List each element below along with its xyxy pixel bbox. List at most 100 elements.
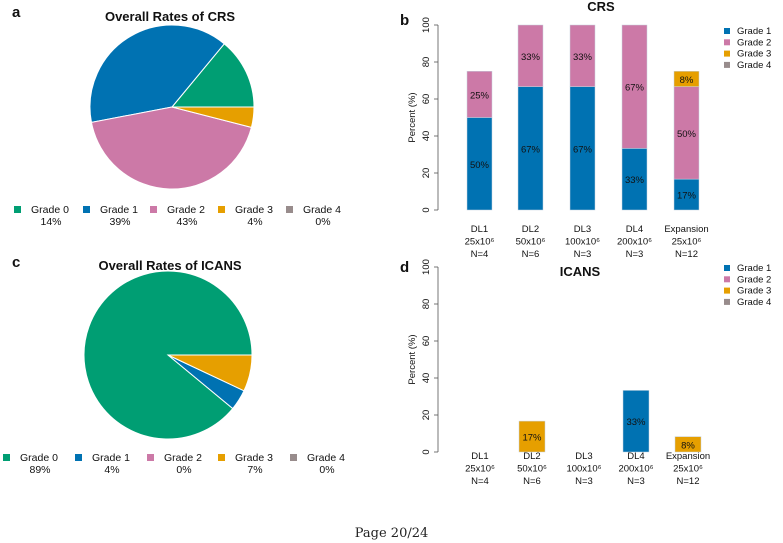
y-tick-label: 100: [421, 17, 432, 33]
x-tick-label: DL2: [523, 451, 540, 462]
legend-value: 4%: [104, 464, 119, 476]
bar-segment-grade-2: [673, 86, 700, 180]
y-tick-label: 0: [421, 207, 432, 212]
x-tick-label: 200x10⁶: [617, 237, 652, 248]
legend-value: 89%: [29, 464, 50, 476]
y-tick-label: 80: [421, 299, 432, 310]
legend-value: 7%: [247, 464, 262, 476]
panel-label: b: [400, 12, 409, 29]
data-label: 8%: [680, 75, 694, 86]
y-tick-label: 100: [421, 259, 432, 275]
bar-segment-grade-3: [674, 436, 702, 453]
x-tick-label: 200x10⁶: [618, 464, 653, 475]
y-tick-label: 40: [421, 373, 432, 384]
bar-segment-grade-1: [466, 117, 493, 211]
data-label: 67%: [521, 144, 541, 155]
legend-label: Grade 3: [235, 452, 273, 464]
y-tick-label: 20: [421, 168, 432, 179]
data-label: 25%: [470, 90, 490, 101]
data-label: 67%: [573, 144, 593, 155]
legend-swatch: [724, 28, 730, 34]
data-label: 50%: [470, 160, 490, 171]
legend-swatch: [290, 454, 297, 461]
legend-label: Grade 4: [303, 204, 341, 216]
pie-slice-grade-3: [171, 106, 255, 129]
legend-label: Grade 2: [737, 37, 771, 48]
legend-label: Grade 3: [737, 286, 771, 297]
panel-a: a Overall Rates of CRS Grade 014% Grade 139…: [12, 4, 341, 228]
y-tick-label: 20: [421, 410, 432, 421]
data-label: 33%: [521, 52, 541, 63]
x-tick-label: 100x10⁶: [565, 237, 600, 248]
legend-swatch: [724, 287, 730, 294]
pie-slice-grade-0: [170, 43, 255, 108]
bar-segment-grade-2: [569, 24, 596, 87]
x-tick-label: 25x10⁶: [465, 237, 495, 248]
legend-value: 0%: [176, 464, 191, 476]
legend-swatch: [286, 206, 293, 213]
legend-swatch: [218, 454, 225, 461]
x-tick-label: DL2: [522, 224, 539, 235]
legend-swatch: [218, 206, 225, 213]
data-label: 33%: [625, 175, 645, 186]
x-tick-label: Expansion: [664, 224, 708, 235]
panel-label: a: [12, 4, 21, 21]
x-tick-label: N=6: [523, 476, 541, 487]
data-label: 50%: [677, 129, 697, 140]
x-tick-label: N=4: [471, 476, 489, 487]
y-axis-label: Percent (%): [407, 334, 418, 384]
legend-label: Grade 1: [737, 26, 771, 37]
y-tick-label: 60: [421, 94, 432, 105]
x-tick-label: N=6: [522, 249, 540, 260]
chart-title: CRS: [587, 0, 615, 14]
bar-segment-grade-3: [673, 71, 700, 87]
pie-slice-grade-2: [90, 106, 253, 190]
legend-label: Grade 1: [100, 204, 138, 216]
data-label: 33%: [573, 52, 593, 63]
bar-segment-grade-3: [518, 420, 546, 453]
legend-label: Grade 0: [31, 204, 69, 216]
x-tick-label: Expansion: [666, 451, 710, 462]
data-label: 17%: [677, 191, 697, 202]
panel-label: d: [400, 259, 409, 276]
legend-label: Grade 3: [737, 49, 771, 60]
legend-swatch: [724, 50, 730, 57]
legend-value: 14%: [40, 216, 61, 228]
x-tick-label: 25x10⁶: [465, 464, 495, 475]
data-label: 67%: [625, 83, 645, 94]
legend-swatch: [724, 39, 730, 46]
x-tick-label: 50x10⁶: [517, 464, 547, 475]
data-label: 33%: [626, 417, 646, 428]
x-tick-label: DL4: [626, 224, 643, 235]
bar-segment-grade-2: [466, 71, 493, 118]
legend-value: 0%: [315, 216, 330, 228]
legend-swatch: [724, 298, 730, 305]
y-tick-label: 80: [421, 57, 432, 68]
bar-segment-grade-1: [673, 178, 700, 211]
bar-segment-grade-2: [621, 24, 648, 149]
y-tick-label: 60: [421, 336, 432, 347]
x-tick-label: N=3: [626, 249, 644, 260]
legend-swatch: [150, 206, 157, 213]
pie-slice-grade-3: [167, 354, 253, 392]
legend-swatch: [75, 454, 82, 461]
bar-segment-grade-2: [517, 24, 544, 87]
legend-swatch: [724, 61, 730, 68]
page-number: Page 20/24: [354, 526, 429, 541]
panel-label: c: [12, 254, 20, 271]
legend-label: Grade 4: [737, 297, 771, 308]
y-axis-label: Percent (%): [407, 92, 418, 142]
legend-swatch: [147, 454, 154, 461]
legend-label: Grade 0: [20, 452, 58, 464]
x-tick-label: DL4: [627, 451, 644, 462]
legend-label: Grade 4: [307, 452, 345, 464]
bar-segment-grade-1: [517, 86, 544, 211]
x-tick-label: N=3: [574, 249, 592, 260]
panel-b: b CRS 0 20 40 60 80 100 Percent (%) 50% 25% DL1 25x1…: [400, 0, 771, 260]
legend-label: Grade 3: [235, 204, 273, 216]
x-tick-label: 25x10⁶: [673, 464, 703, 475]
legend-swatch: [724, 265, 730, 271]
legend-value: 43%: [176, 216, 197, 228]
